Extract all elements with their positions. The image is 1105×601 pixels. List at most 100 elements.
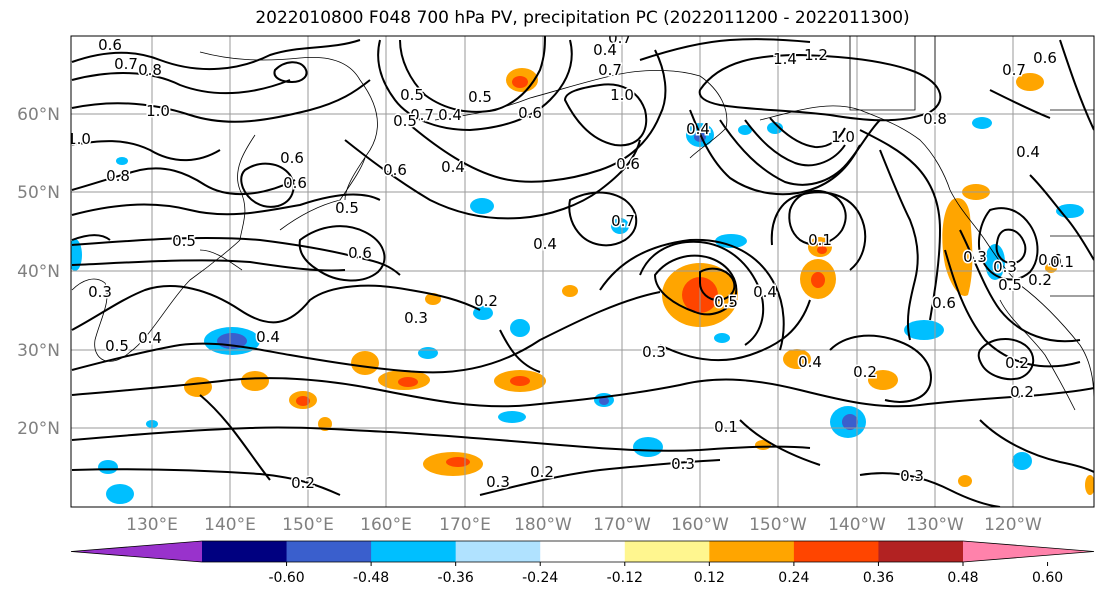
contour-label: 0.2 (530, 463, 554, 481)
contour-label: 0.8 (923, 110, 947, 128)
colorbar-tick-label: 0.12 (694, 570, 725, 586)
contour-label: 0.6 (1038, 251, 1062, 269)
contour-label: 0.3 (404, 309, 428, 327)
contour-label: 1.4 (773, 50, 797, 68)
contour-label: 0.2 (1005, 354, 1029, 372)
colorbar-swatch (455, 541, 541, 562)
contour-label: 0.5 (998, 276, 1022, 294)
contour-label: 0.8 (106, 167, 130, 185)
lat-label-20: 20°N (17, 419, 60, 439)
contour-label: 0.4 (686, 120, 710, 138)
precip-shading (71, 68, 1094, 504)
lon-label-180w: 180°W (514, 515, 572, 535)
colorbar-tick-label: 0.48 (947, 570, 978, 586)
contour-label: 0.1 (808, 231, 832, 249)
colorbar: -0.60 -0.48 -0.36 -0.24 -0.12 0.12 0.24 0.36 0.4… (70, 540, 1095, 586)
contour-label: 1.0 (67, 130, 91, 148)
contour-label: 0.3 (671, 455, 695, 473)
contour-label: 0.6 (283, 174, 307, 192)
map-title: 2022010800 F048 700 hPa PV, precipitatio… (255, 8, 910, 28)
contour-label: 0.6 (98, 36, 122, 54)
contour-label: 0.2 (474, 292, 498, 310)
contour-label: 0.7 (598, 61, 622, 79)
contour-labels: 0.60.7 0.81.01.00.80.60.60.50.60.70.50.40… (67, 29, 1075, 494)
contour-label: 0.7 (611, 212, 635, 230)
contour-label: 0.6 (518, 104, 542, 122)
colorbar-tick-label: -0.36 (438, 570, 474, 586)
contour-label: 0.6 (383, 161, 407, 179)
contour-label: 0.6 (1033, 49, 1057, 67)
contour-label: 0.2 (1028, 271, 1052, 289)
lat-label-60: 60°N (17, 105, 60, 125)
colorbar-swatch (286, 541, 372, 562)
contour-label: 0.5 (172, 232, 196, 250)
colorbar-swatch (540, 541, 626, 562)
contour-label: 0.7 (114, 55, 138, 73)
contour-label: 0.6 (932, 294, 956, 312)
contour-label: 1.0 (831, 128, 855, 146)
contour-label: 0.4 (256, 328, 280, 346)
contour-label: 0.3 (963, 248, 987, 266)
contour-label: 0.5 (714, 293, 738, 311)
contour-label: 0.7 (1002, 61, 1026, 79)
contour-label: 0.1 (1050, 253, 1074, 271)
lon-label-140e: 140°E (204, 515, 256, 535)
latitude-labels: 60°N 50°N 40°N 30°N 20°N (17, 105, 60, 439)
lon-label-120w: 120°W (984, 515, 1042, 535)
colorbar-swatch (709, 541, 795, 562)
contour-label: 0.7 (410, 106, 434, 124)
colorbar-tick-label: 0.36 (863, 570, 894, 586)
lat-label-30: 30°N (17, 341, 60, 361)
graticule (71, 36, 1094, 507)
lat-label-40: 40°N (17, 262, 60, 282)
colorbar-swatch (202, 541, 288, 562)
contour-label: 1.0 (146, 102, 170, 120)
lat-label-50: 50°N (17, 183, 60, 203)
longitude-labels: 130°E 140°E 150°E 160°E 170°E 180°W 170°… (126, 515, 1042, 535)
contour-label: 0.8 (138, 61, 162, 79)
contour-label: 1.0 (610, 86, 634, 104)
contour-label: 0.5 (468, 88, 492, 106)
lon-label-160w: 160°W (671, 515, 729, 535)
contour-label: 0.2 (853, 363, 877, 381)
colorbar-tick-label: 0.24 (778, 570, 809, 586)
contour-label: 0.4 (798, 353, 822, 371)
colorbar-outline (70, 540, 1095, 563)
contour-label: 0.5 (393, 112, 417, 130)
contour-label: 0.6 (616, 155, 640, 173)
contour-label: 0.4 (753, 283, 777, 301)
colorbar-tick-label: 0.60 (1032, 570, 1063, 586)
colorbar-tick-label: -0.24 (522, 570, 558, 586)
contour-label: 0.3 (642, 343, 666, 361)
colorbar-swatch (793, 541, 879, 562)
contour-label: 0.1 (714, 418, 738, 436)
colorbar-tick-label: -0.48 (353, 570, 389, 586)
contour-label: 0.4 (533, 235, 557, 253)
colorbar-swatch (878, 541, 964, 562)
colorbar-swatch (624, 541, 710, 562)
contour-label: 0.5 (105, 337, 129, 355)
colorbar-extend-low (71, 541, 202, 562)
contour-label: 0.6 (280, 149, 304, 167)
lon-label-170e: 170°E (439, 515, 491, 535)
map-plot-area: 0.60.7 0.81.01.00.80.60.60.50.60.70.50.40… (67, 29, 1094, 507)
colorbar-extend-high (963, 541, 1094, 562)
lon-label-150w: 150°W (749, 515, 807, 535)
contour-label: 0.2 (291, 474, 315, 492)
lon-label-140w: 140°W (828, 515, 886, 535)
contour-label: 0.4 (438, 106, 462, 124)
colorbar-tick-label: -0.60 (268, 570, 304, 586)
contour-label: 0.5 (400, 86, 424, 104)
contour-label: 0.3 (88, 283, 112, 301)
contour-label: 1.2 (804, 46, 828, 64)
contour-label: 0.3 (993, 258, 1017, 276)
contour-label: 0.4 (441, 158, 465, 176)
lon-label-130e: 130°E (126, 515, 178, 535)
contour-label: 0.2 (1010, 383, 1034, 401)
lon-label-130w: 130°W (906, 515, 964, 535)
contour-label: 0.7 (608, 29, 632, 47)
lon-label-170w: 170°W (593, 515, 651, 535)
contour-label: 0.5 (335, 199, 359, 217)
contour-label: 0.4 (138, 329, 162, 347)
